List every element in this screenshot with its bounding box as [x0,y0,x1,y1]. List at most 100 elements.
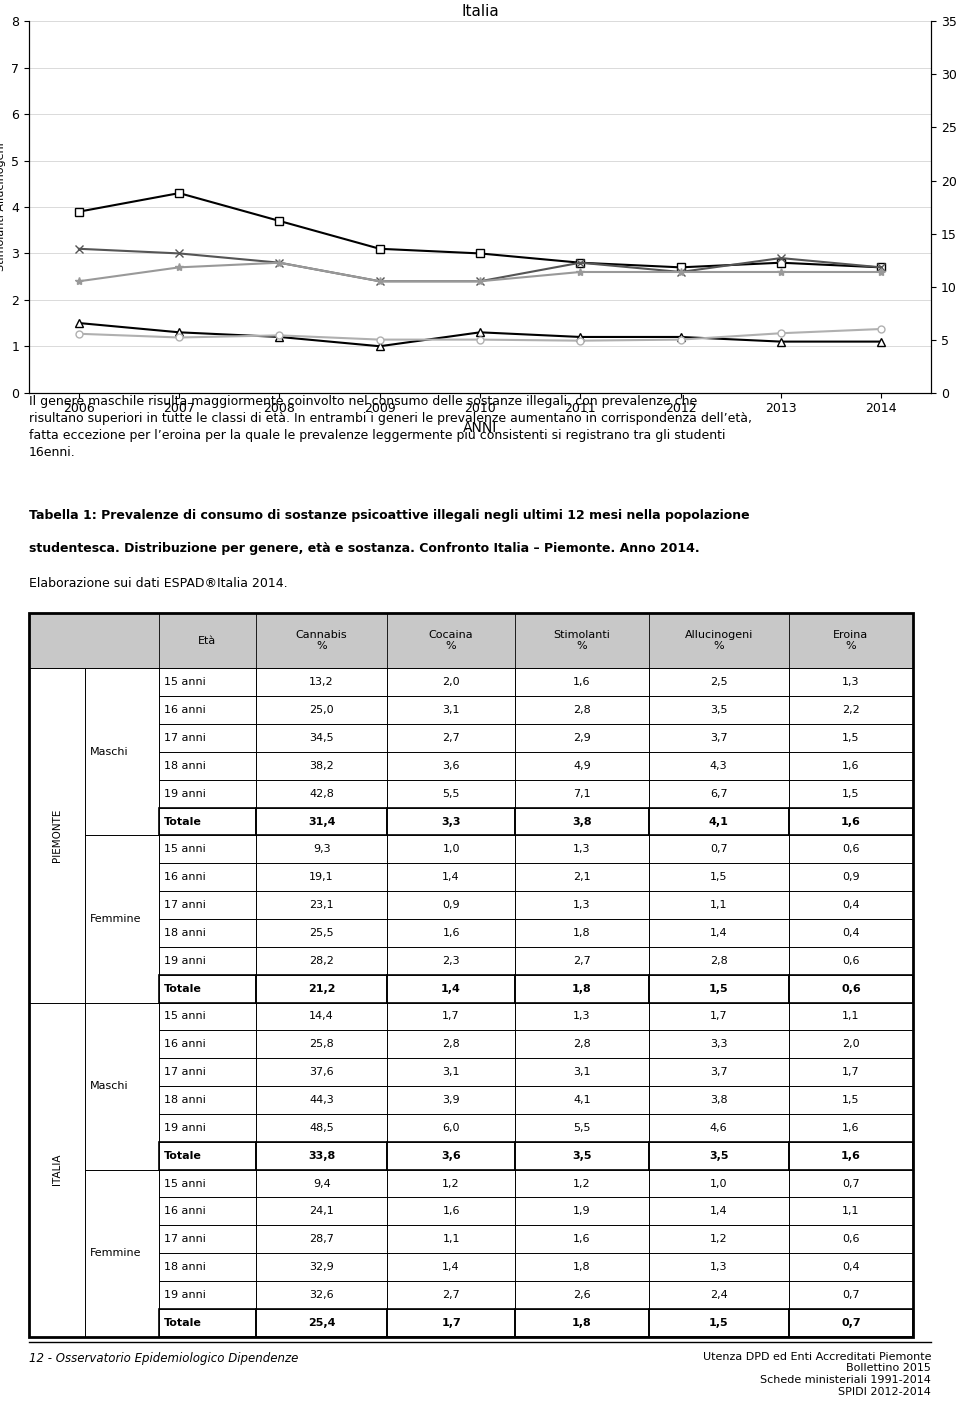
Text: 25,0: 25,0 [309,705,334,715]
Text: 2,7: 2,7 [443,1290,460,1300]
Text: 37,6: 37,6 [309,1067,334,1077]
Bar [158,668,256,696]
Bar [788,612,913,668]
Text: Totale: Totale [164,1150,202,1160]
Text: 5,5: 5,5 [573,1123,590,1133]
Bar [788,668,913,696]
Text: Stimolanti
%: Stimolanti % [554,629,611,651]
Bar [788,1253,913,1281]
Bar [788,919,913,948]
Text: 3,3: 3,3 [442,816,461,826]
Text: 3,3: 3,3 [710,1039,728,1049]
Bar [516,863,649,892]
Text: PIEMONTE: PIEMONTE [52,809,61,862]
Bar [158,1226,256,1253]
Text: 0,6: 0,6 [841,983,861,993]
Text: 17 anni: 17 anni [164,1067,206,1077]
Bar [256,975,387,1003]
Bar [788,1059,913,1086]
Text: 7,1: 7,1 [573,789,590,799]
Text: 2,6: 2,6 [573,1290,590,1300]
Text: 0,4: 0,4 [842,1261,860,1271]
Bar [649,1142,788,1170]
Text: 25,8: 25,8 [309,1039,334,1049]
Bar [256,1086,387,1114]
Bar [158,1197,256,1226]
Bar [256,752,387,779]
Text: 44,3: 44,3 [309,1095,334,1104]
Text: 0,6: 0,6 [842,1234,859,1244]
Text: 3,1: 3,1 [443,1067,460,1077]
Bar [516,696,649,723]
Bar [788,612,913,668]
Bar [516,835,649,863]
Text: 1,8: 1,8 [572,1317,592,1327]
Bar [256,863,387,892]
Bar [158,919,256,948]
Text: 3,5: 3,5 [708,1150,729,1160]
Bar [158,1309,256,1337]
Text: 3,5: 3,5 [572,1150,591,1160]
Text: Femmine: Femmine [90,915,142,925]
Text: 17 anni: 17 anni [164,900,206,910]
Bar [29,668,84,1003]
Text: Elaborazione sui dati ESPAD®Italia 2014.: Elaborazione sui dati ESPAD®Italia 2014. [29,577,287,591]
Bar [387,1226,516,1253]
Text: 0,7: 0,7 [842,1179,860,1189]
Text: 1,3: 1,3 [573,845,590,855]
Bar [516,612,649,668]
Text: Maschi: Maschi [90,1082,129,1092]
Text: 13,2: 13,2 [309,678,334,688]
Bar [158,779,256,808]
Bar [387,919,516,948]
Text: 0,9: 0,9 [842,872,860,882]
Text: 16 anni: 16 anni [164,1206,205,1216]
Bar [387,612,516,668]
Bar [256,668,387,696]
Bar [649,612,788,668]
Bar [788,835,913,863]
Text: 1,5: 1,5 [842,789,859,799]
Bar [649,1114,788,1142]
Text: ITALIA: ITALIA [52,1154,61,1186]
Text: 3,7: 3,7 [709,733,728,743]
Text: 16 anni: 16 anni [164,872,205,882]
Bar [649,808,788,835]
Text: 0,4: 0,4 [842,900,860,910]
Bar [158,1086,256,1114]
Bar [387,1086,516,1114]
Text: 1,7: 1,7 [842,1067,860,1077]
Bar [387,752,516,779]
Text: 1,7: 1,7 [442,1317,461,1327]
Bar [516,1003,649,1030]
Text: 23,1: 23,1 [309,900,334,910]
Text: 1,5: 1,5 [710,872,728,882]
Text: 18 anni: 18 anni [164,928,206,938]
Bar [29,612,913,1337]
Y-axis label: Prevalenza (%) Cocaina Eroina
Stimolanti Allucinogeni: Prevalenza (%) Cocaina Eroina Stimolanti… [0,121,6,293]
Text: 0,6: 0,6 [842,845,859,855]
Text: 2,3: 2,3 [443,956,460,966]
Text: 1,4: 1,4 [709,928,728,938]
Bar [387,835,516,863]
Bar [29,612,158,668]
Text: 3,8: 3,8 [709,1095,728,1104]
Bar [158,863,256,892]
Text: 31,4: 31,4 [308,816,335,826]
Bar [649,1170,788,1197]
Bar [256,1281,387,1309]
Text: 2,7: 2,7 [573,956,590,966]
Text: 1,6: 1,6 [443,928,460,938]
Text: 2,7: 2,7 [443,733,460,743]
Text: Eroina
%: Eroina % [833,629,869,651]
Text: 2,5: 2,5 [709,678,728,688]
Bar [649,835,788,863]
Text: 1,6: 1,6 [842,761,859,771]
Bar [516,808,649,835]
Text: Cannabis
%: Cannabis % [296,629,348,651]
Text: 2,8: 2,8 [709,956,728,966]
Bar [788,948,913,975]
Bar [387,948,516,975]
Bar [516,1142,649,1170]
Text: 33,8: 33,8 [308,1150,335,1160]
